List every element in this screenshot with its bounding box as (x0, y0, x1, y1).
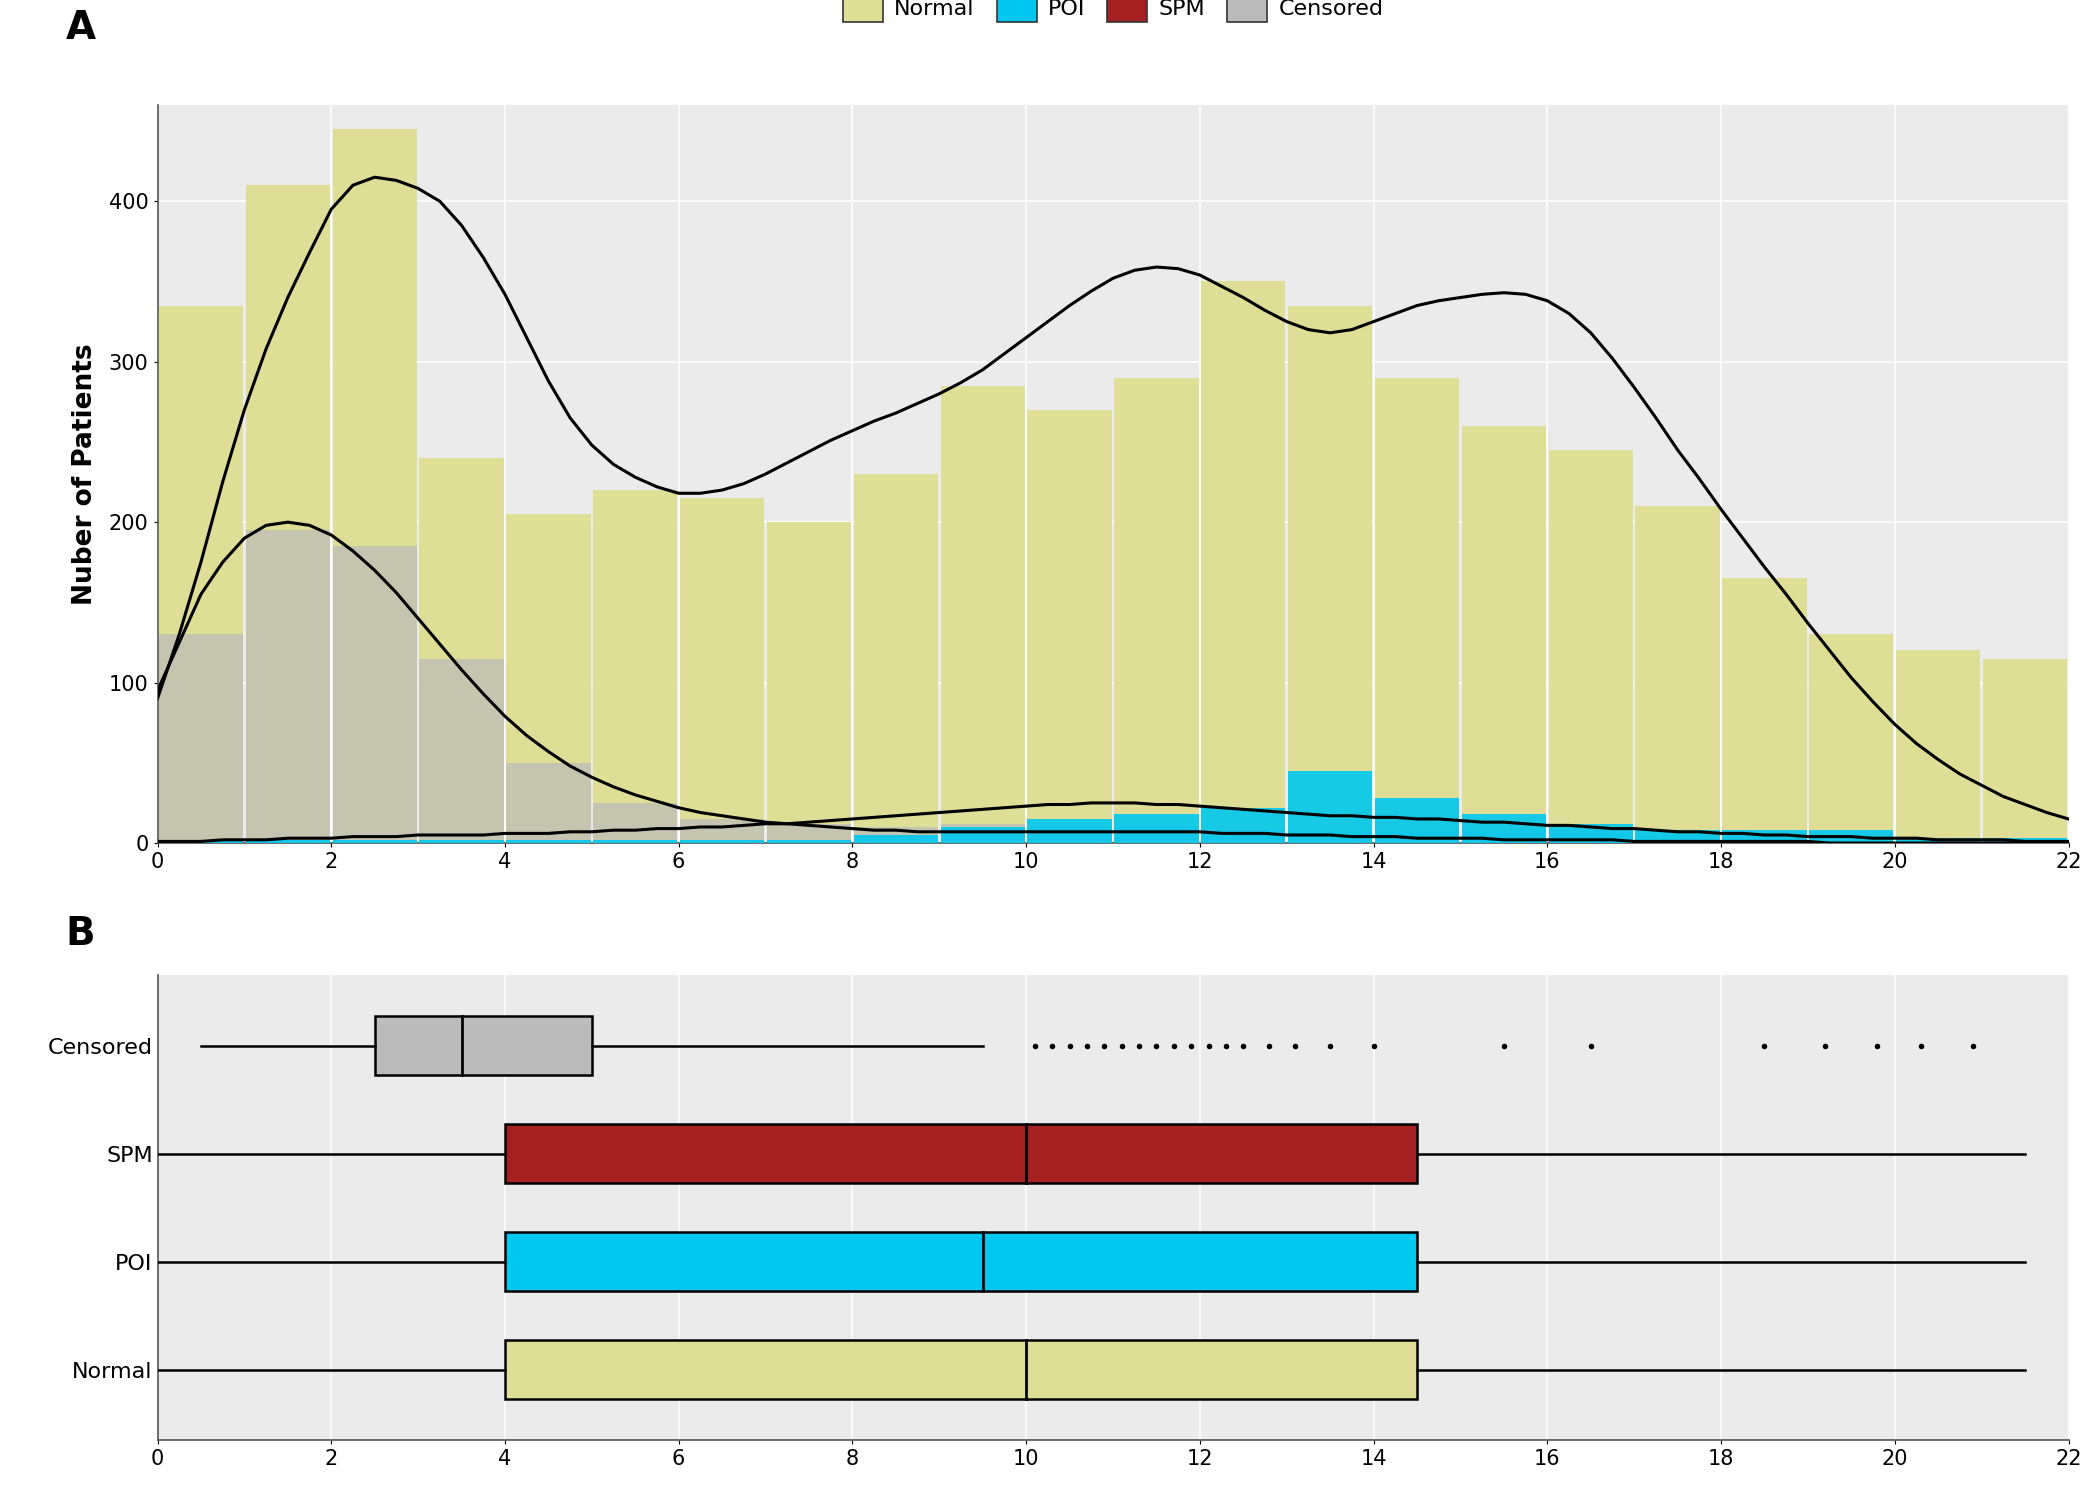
Bar (1896, 839, 1980, 843)
Bar (1287, 306, 1371, 843)
Bar (506, 840, 590, 843)
Bar (420, 458, 504, 843)
Bar (1810, 839, 1894, 843)
Bar (680, 498, 764, 843)
Bar (1982, 839, 2066, 843)
Point (1105, 1034, 1138, 1058)
Point (1747, 1034, 1781, 1058)
Text: A: A (65, 9, 97, 46)
Point (1357, 1034, 1390, 1058)
Bar (1636, 836, 1720, 843)
Bar (1376, 798, 1459, 843)
Bar (1810, 830, 1894, 843)
Bar (941, 827, 1025, 843)
Bar (332, 840, 416, 843)
Bar (1462, 426, 1546, 843)
Bar (680, 819, 764, 843)
Bar (504, 1124, 1418, 1184)
Bar (1722, 836, 1806, 843)
Bar (941, 386, 1025, 843)
Bar (1548, 830, 1634, 843)
Bar (855, 827, 939, 843)
Point (1157, 1034, 1191, 1058)
Bar (1810, 634, 1894, 843)
Bar (592, 490, 678, 843)
Bar (504, 1340, 1418, 1400)
Bar (1027, 410, 1111, 843)
Point (1279, 1034, 1312, 1058)
Point (1035, 1034, 1069, 1058)
Point (1193, 1034, 1226, 1058)
Y-axis label: Nuber of Patients: Nuber of Patients (71, 344, 97, 604)
Bar (1201, 830, 1285, 843)
Point (1052, 1034, 1086, 1058)
Text: B: B (65, 915, 94, 952)
Bar (1722, 830, 1806, 843)
Bar (1896, 651, 1980, 843)
Bar (160, 840, 244, 843)
Bar (246, 840, 330, 843)
Bar (1548, 824, 1634, 843)
Bar (1722, 579, 1806, 843)
Bar (1982, 839, 2066, 843)
Bar (332, 129, 416, 843)
Bar (332, 546, 416, 843)
Bar (1287, 771, 1371, 843)
Point (1210, 1034, 1243, 1058)
Bar (1636, 506, 1720, 843)
Bar (246, 184, 330, 843)
Point (1226, 1034, 1260, 1058)
Point (1071, 1034, 1105, 1058)
Point (1808, 1034, 1842, 1058)
Bar (766, 522, 851, 843)
Bar (506, 764, 590, 843)
Bar (1027, 827, 1111, 843)
Point (1955, 1034, 1989, 1058)
Bar (1462, 815, 1546, 843)
Bar (374, 1016, 592, 1076)
Bar (420, 840, 504, 843)
Bar (1115, 815, 1199, 843)
Point (1312, 1034, 1346, 1058)
Bar (420, 658, 504, 843)
Bar (1201, 807, 1285, 843)
Bar (941, 824, 1025, 843)
Bar (1548, 450, 1634, 843)
Bar (1896, 839, 1980, 843)
Point (1487, 1034, 1520, 1058)
Point (1018, 1034, 1052, 1058)
Point (1861, 1034, 1894, 1058)
Bar (1287, 830, 1371, 843)
Bar (1027, 819, 1111, 843)
Bar (766, 840, 851, 843)
Bar (160, 634, 244, 843)
Point (1140, 1034, 1174, 1058)
Bar (1201, 282, 1285, 843)
Point (1252, 1034, 1285, 1058)
Bar (855, 474, 939, 843)
Point (1174, 1034, 1208, 1058)
Bar (506, 514, 590, 843)
Bar (1462, 830, 1546, 843)
Bar (592, 802, 678, 843)
Point (1575, 1034, 1609, 1058)
Point (1088, 1034, 1121, 1058)
Point (1905, 1034, 1938, 1058)
Bar (1982, 658, 2066, 843)
Point (1121, 1034, 1155, 1058)
Bar (246, 530, 330, 843)
Bar (160, 306, 244, 843)
Bar (1115, 827, 1199, 843)
Bar (1376, 830, 1459, 843)
Bar (592, 840, 678, 843)
Bar (1115, 378, 1199, 843)
Legend: Normal, POI, SPM, Censored: Normal, POI, SPM, Censored (834, 0, 1392, 32)
Bar (680, 840, 764, 843)
Bar (1636, 830, 1720, 843)
Bar (855, 836, 939, 843)
Bar (504, 1232, 1418, 1292)
Bar (1376, 378, 1459, 843)
Bar (766, 824, 851, 843)
